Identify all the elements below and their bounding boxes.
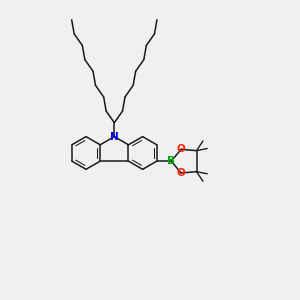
Text: B: B bbox=[167, 156, 175, 166]
Text: N: N bbox=[110, 132, 119, 142]
Text: O: O bbox=[177, 168, 185, 178]
Text: O: O bbox=[177, 144, 185, 154]
